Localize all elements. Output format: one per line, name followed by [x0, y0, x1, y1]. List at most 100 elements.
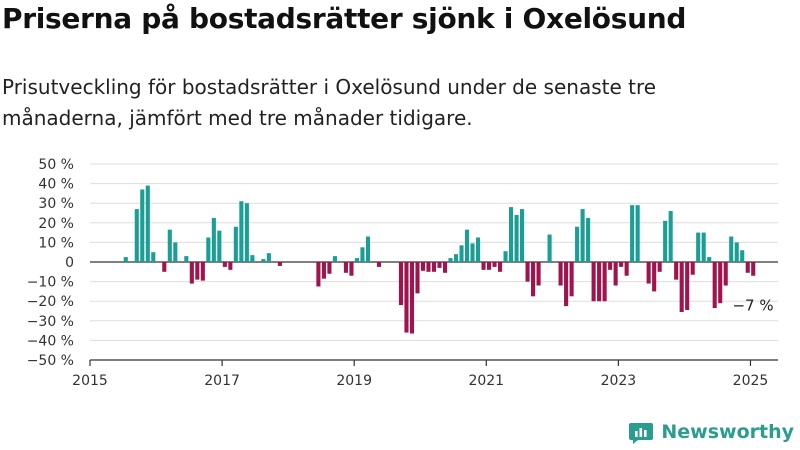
- brand-name: Newsworthy: [661, 421, 794, 443]
- bar: [602, 262, 607, 302]
- bar: [481, 262, 486, 270]
- bar: [470, 243, 475, 262]
- bar: [509, 207, 514, 262]
- y-tick-label: −40 %: [27, 333, 74, 349]
- bar: [591, 262, 596, 302]
- bar: [492, 262, 497, 267]
- x-tick-label: 2019: [336, 373, 372, 389]
- bar: [145, 185, 150, 262]
- bar: [464, 229, 470, 262]
- bar: [239, 201, 244, 262]
- bar: [723, 262, 728, 286]
- annotations: −7 %: [732, 297, 773, 315]
- bar: [503, 251, 508, 262]
- bar: [657, 262, 662, 272]
- bar: [635, 205, 640, 262]
- y-tick-label: −20 %: [27, 294, 74, 310]
- bar: [668, 211, 673, 262]
- bar: [189, 262, 194, 284]
- bar: [580, 209, 585, 262]
- bar: [123, 257, 128, 262]
- bar: [167, 229, 172, 262]
- bar-series: [123, 185, 756, 334]
- bar: [575, 226, 580, 262]
- bar: [514, 214, 519, 262]
- y-axis-labels: 50 % 40 % 30 % 20 % 10 % 0 −10 % −20 % −30 % −40 …: [27, 157, 74, 369]
- bar: [261, 259, 266, 262]
- bar: [162, 262, 167, 272]
- bar: [520, 209, 525, 262]
- brand-logo: Newsworthy: [629, 420, 794, 444]
- bar: [712, 262, 717, 309]
- bar: [426, 262, 431, 272]
- bar: [431, 262, 437, 272]
- bar: [437, 262, 442, 268]
- bar: [679, 262, 684, 312]
- bar: [619, 262, 624, 267]
- x-tick-label: 2017: [204, 373, 240, 389]
- bar: [327, 262, 332, 274]
- bar: [729, 236, 734, 262]
- bar: [685, 262, 690, 311]
- bar: [409, 262, 415, 334]
- y-tick-label: 40 %: [38, 177, 74, 193]
- bar: [498, 262, 503, 272]
- bar: [195, 262, 200, 280]
- y-tick-label: −50 %: [27, 353, 74, 369]
- bar: [718, 262, 723, 304]
- y-tick-label: −10 %: [27, 275, 74, 291]
- bar: [652, 262, 657, 292]
- bar: [376, 262, 382, 267]
- bar: [547, 234, 552, 262]
- bar: [696, 232, 701, 262]
- y-tick-label: 20 %: [38, 216, 74, 232]
- bar: [266, 253, 271, 262]
- bar: [360, 247, 365, 262]
- bar: [173, 242, 178, 262]
- bar: [608, 262, 613, 270]
- x-axis: 2015 2017 2019 2021 2023 2025: [72, 359, 778, 389]
- bar: [646, 262, 651, 284]
- bar: [448, 258, 453, 262]
- bar: [442, 262, 448, 273]
- bar: [586, 217, 591, 262]
- bar: [624, 262, 629, 276]
- bar: [332, 256, 337, 262]
- bar: [228, 262, 233, 270]
- y-tick-label: 10 %: [38, 235, 74, 251]
- bar: [613, 262, 618, 286]
- bar: [415, 262, 420, 294]
- y-tick-label: 30 %: [38, 196, 74, 212]
- x-tick-label: 2021: [468, 373, 504, 389]
- bar: [365, 236, 370, 262]
- bar: [222, 262, 227, 267]
- bar: [751, 262, 756, 276]
- bar: [316, 262, 321, 287]
- bar: [151, 252, 156, 262]
- newsworthy-logo-icon: [629, 423, 654, 444]
- bar: [597, 262, 602, 302]
- bar: [420, 262, 426, 271]
- bar: [475, 237, 481, 262]
- bar: [558, 262, 563, 286]
- bar: [674, 262, 679, 280]
- bar: [745, 262, 750, 273]
- y-tick-label: 50 %: [38, 157, 74, 173]
- bar: [564, 262, 569, 307]
- chart-title: Priserna på bostadsrätter sjönk i Oxelös…: [2, 2, 687, 35]
- bar: [354, 258, 359, 262]
- bar: [531, 262, 536, 297]
- bar: [398, 262, 404, 306]
- bar: [244, 203, 249, 262]
- x-tick-label: 2023: [601, 373, 637, 389]
- bar: [277, 262, 282, 266]
- bar: [343, 262, 348, 273]
- bar: [349, 262, 354, 276]
- bar-chart: 50 % 40 % 30 % 20 % 10 % 0 −10 % −20 % −30 % −40 …: [27, 157, 778, 389]
- x-tick-label: 2025: [733, 373, 769, 389]
- chart-subtitle: Prisutveckling för bostadsrätter i Oxelö…: [2, 75, 657, 130]
- bar: [569, 262, 574, 297]
- bar: [134, 209, 139, 262]
- y-tick-label: 0: [65, 255, 74, 271]
- last-value-annotation: −7 %: [732, 297, 773, 315]
